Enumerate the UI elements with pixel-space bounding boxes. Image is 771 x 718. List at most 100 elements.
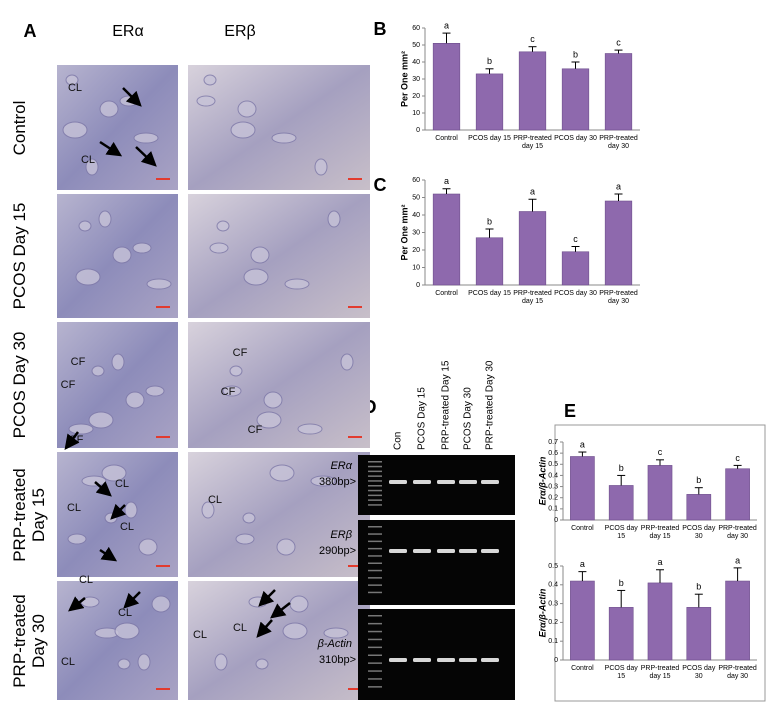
panel-letter: B xyxy=(374,19,387,39)
tissue-label: CF xyxy=(61,379,76,391)
scale-bar xyxy=(348,178,362,180)
y-tick-label: 0.7 xyxy=(548,439,558,446)
tissue-label: CL xyxy=(120,521,134,533)
y-axis-label: Per One mm² xyxy=(399,204,409,260)
follicle xyxy=(271,132,297,144)
panel-letter: E xyxy=(564,401,576,421)
gel-band xyxy=(481,658,499,662)
ladder-band xyxy=(368,504,382,506)
arrow xyxy=(256,619,273,638)
follicle xyxy=(68,423,94,435)
follicle xyxy=(62,121,88,139)
x-tick-label: Control xyxy=(571,525,594,532)
bar xyxy=(608,485,634,521)
ladder-band xyxy=(368,485,382,487)
follicle xyxy=(65,74,79,86)
arrow xyxy=(135,146,157,167)
follicle xyxy=(216,220,230,232)
significance-letter: a xyxy=(735,555,740,565)
follicle xyxy=(85,158,99,176)
follicle xyxy=(67,533,87,545)
gel-band xyxy=(389,658,407,662)
bar xyxy=(432,193,461,286)
follicle xyxy=(269,464,295,482)
ladder-band xyxy=(368,540,382,543)
tissue-label: CF xyxy=(71,356,86,368)
y-tick-label: 0.1 xyxy=(548,506,558,513)
gel-band xyxy=(459,480,477,484)
y-axis-label: Erα/β-Actin xyxy=(537,588,547,637)
micrograph xyxy=(188,65,370,190)
ladder-band xyxy=(368,526,382,528)
follicle xyxy=(243,268,269,286)
bar xyxy=(561,68,590,131)
follicle xyxy=(114,622,140,640)
y-tick-label: 0.6 xyxy=(548,450,558,457)
significance-letter: c xyxy=(735,453,740,463)
tissue-label: CL xyxy=(67,502,81,514)
x-tick-label: Control xyxy=(435,135,458,142)
bar xyxy=(647,465,673,521)
ladder-band xyxy=(368,533,382,535)
bar xyxy=(725,580,750,661)
tissue-label: CL xyxy=(208,494,222,506)
follicle xyxy=(151,595,171,613)
arrow xyxy=(64,431,80,450)
ladder-band xyxy=(368,615,382,617)
bar xyxy=(518,211,547,286)
bar xyxy=(518,51,547,131)
y-tick-label: 0.3 xyxy=(548,600,558,607)
follicle xyxy=(229,365,243,377)
y-tick-label: 20 xyxy=(412,247,420,254)
bar xyxy=(432,42,461,131)
x-tick-label: PCOS day 30 xyxy=(554,135,597,142)
tissue-label: CL xyxy=(81,154,95,166)
significance-letter: a xyxy=(580,439,585,449)
ladder-band xyxy=(368,646,382,649)
follicle xyxy=(111,353,125,371)
row-label: Control xyxy=(10,100,29,155)
tissue-label: CL xyxy=(115,478,129,490)
gene-name: ERβ xyxy=(330,529,352,541)
y-tick-label: 50 xyxy=(412,194,420,201)
follicle xyxy=(214,653,228,671)
ladder-band xyxy=(368,569,382,572)
follicle xyxy=(98,210,112,228)
significance-letter: a xyxy=(657,557,662,567)
follicle xyxy=(255,658,269,670)
x-tick-label: PRP-treated day 30 xyxy=(599,290,638,305)
significance-letter: a xyxy=(580,559,585,569)
scale-bar xyxy=(348,688,362,690)
gel-band xyxy=(389,549,407,553)
follicle xyxy=(284,278,310,290)
follicle xyxy=(209,242,229,254)
follicle xyxy=(235,533,255,545)
ladder-band xyxy=(368,555,382,557)
y-tick-label: 0.1 xyxy=(548,638,558,645)
follicle xyxy=(137,653,151,671)
follicle xyxy=(78,220,92,232)
y-tick-label: 60 xyxy=(412,25,420,32)
follicle xyxy=(124,501,138,519)
follicle xyxy=(133,132,159,144)
bar xyxy=(686,607,712,661)
arrow xyxy=(270,602,291,619)
gel-band xyxy=(481,480,499,484)
gene-name: ERα xyxy=(330,460,352,472)
x-tick-label: PCOS day 15 xyxy=(604,665,638,680)
significance-letter: b xyxy=(696,475,701,485)
y-axis-label: Per One mm² xyxy=(399,51,409,107)
significance-letter: b xyxy=(696,582,701,592)
follicle xyxy=(250,246,270,264)
y-tick-label: 0.2 xyxy=(548,495,558,502)
tissue-label: CL xyxy=(68,82,82,94)
bar xyxy=(475,237,504,286)
ladder-band xyxy=(368,686,382,688)
lane-label: PCOS Day 30 xyxy=(463,387,474,450)
follicle xyxy=(117,658,131,670)
significance-letter: a xyxy=(530,187,535,197)
follicle xyxy=(340,353,354,371)
micrograph xyxy=(188,322,370,448)
lane-label: PRP-treated Day 30 xyxy=(485,360,496,450)
bar xyxy=(686,494,712,521)
